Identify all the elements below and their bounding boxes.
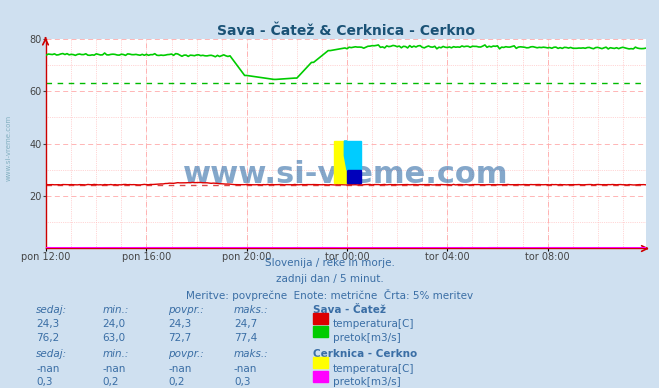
Text: 0,2: 0,2 <box>102 377 119 387</box>
Text: min.:: min.: <box>102 349 129 359</box>
Text: sedaj:: sedaj: <box>36 349 67 359</box>
Text: 24,3: 24,3 <box>168 319 191 329</box>
Text: Sava - Čatež: Sava - Čatež <box>313 305 386 315</box>
Text: Slovenija / reke in morje.: Slovenija / reke in morje. <box>264 258 395 268</box>
Text: 76,2: 76,2 <box>36 333 59 343</box>
Text: zadnji dan / 5 minut.: zadnji dan / 5 minut. <box>275 274 384 284</box>
Text: 63,0: 63,0 <box>102 333 125 343</box>
Text: 0,3: 0,3 <box>234 377 250 387</box>
Text: pretok[m3/s]: pretok[m3/s] <box>333 333 401 343</box>
Text: -nan: -nan <box>168 364 191 374</box>
Text: Meritve: povprečne  Enote: metrične  Črta: 5% meritev: Meritve: povprečne Enote: metrične Črta:… <box>186 289 473 301</box>
Text: povpr.:: povpr.: <box>168 349 204 359</box>
Text: pretok[m3/s]: pretok[m3/s] <box>333 377 401 387</box>
Bar <box>347 141 360 170</box>
Text: temperatura[C]: temperatura[C] <box>333 364 415 374</box>
Text: -nan: -nan <box>36 364 59 374</box>
Text: 24,3: 24,3 <box>36 319 59 329</box>
Text: min.:: min.: <box>102 305 129 315</box>
Text: www.si-vreme.com: www.si-vreme.com <box>183 161 509 189</box>
Text: maks.:: maks.: <box>234 305 269 315</box>
Bar <box>333 141 347 183</box>
Bar <box>347 170 360 183</box>
Text: sedaj:: sedaj: <box>36 305 67 315</box>
Title: Sava - Čatež & Cerknica - Cerkno: Sava - Čatež & Cerknica - Cerkno <box>217 24 475 38</box>
Text: www.si-vreme.com: www.si-vreme.com <box>5 114 12 180</box>
Text: -nan: -nan <box>102 364 125 374</box>
Text: -nan: -nan <box>234 364 257 374</box>
Text: 24,0: 24,0 <box>102 319 125 329</box>
Polygon shape <box>344 141 347 170</box>
Text: povpr.:: povpr.: <box>168 305 204 315</box>
Text: 72,7: 72,7 <box>168 333 191 343</box>
Text: 0,3: 0,3 <box>36 377 53 387</box>
Text: 0,2: 0,2 <box>168 377 185 387</box>
Text: Cerknica - Cerkno: Cerknica - Cerkno <box>313 349 417 359</box>
Text: temperatura[C]: temperatura[C] <box>333 319 415 329</box>
Text: 77,4: 77,4 <box>234 333 257 343</box>
Text: 24,7: 24,7 <box>234 319 257 329</box>
Text: maks.:: maks.: <box>234 349 269 359</box>
